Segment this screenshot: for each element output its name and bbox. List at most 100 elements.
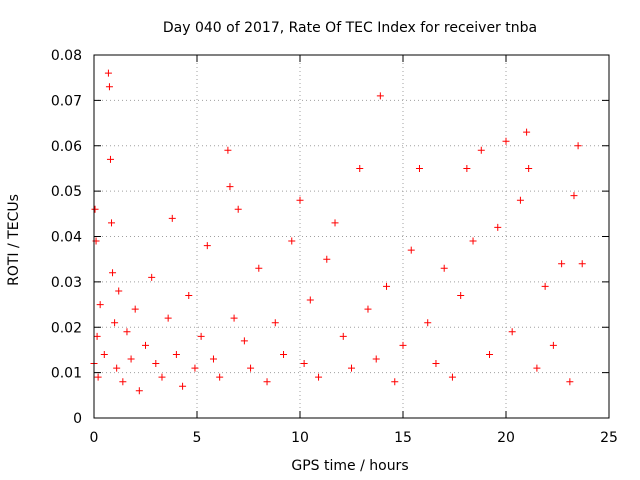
data-point (399, 341, 407, 349)
data-point (263, 378, 271, 386)
data-point (331, 219, 339, 227)
data-point (172, 350, 180, 358)
x-tick-label: 15 (394, 430, 412, 446)
data-point (578, 260, 586, 268)
data-point (364, 305, 372, 313)
data-point (91, 205, 99, 213)
grid (94, 55, 609, 418)
data-point (457, 291, 465, 299)
data-point (179, 382, 187, 390)
data-point (372, 355, 380, 363)
x-axis-label: GPS time / hours (291, 458, 408, 474)
data-point (100, 350, 108, 358)
x-tick-label: 25 (600, 430, 618, 446)
x-tick-label: 0 (90, 430, 99, 446)
data-point (407, 246, 415, 254)
data-point (383, 282, 391, 290)
axis-ticks: 0 0.01 0.02 0.03 0.04 0.05 0.06 0.07 0.08 0 5 10 15 2… (51, 48, 618, 446)
data-point (469, 237, 477, 245)
data-point (463, 164, 471, 172)
data-point (255, 264, 263, 272)
data-point (148, 273, 156, 281)
data-point (209, 355, 217, 363)
y-tick-label: 0.01 (51, 366, 82, 382)
data-point (94, 373, 102, 381)
chart-title: Day 040 of 2017, Rate Of TEC Index for r… (163, 20, 537, 36)
data-point (131, 305, 139, 313)
data-point (168, 214, 176, 222)
data-point (234, 205, 242, 213)
data-point (224, 146, 232, 154)
data-point (415, 164, 423, 172)
data-point (424, 319, 432, 327)
data-point (323, 255, 331, 263)
data-point (185, 291, 193, 299)
x-tick-label: 10 (291, 430, 309, 446)
data-point (111, 319, 119, 327)
data-point (127, 355, 135, 363)
data-point (152, 360, 160, 368)
data-point (339, 332, 347, 340)
data-point (549, 341, 557, 349)
data-point (105, 83, 113, 91)
data-point (96, 301, 104, 309)
data-point (486, 350, 494, 358)
data-point (533, 364, 541, 372)
data-point (197, 332, 205, 340)
data-point (348, 364, 355, 372)
data-point (106, 155, 114, 163)
data-point (477, 146, 485, 154)
data-point (109, 269, 117, 277)
data-point (306, 296, 314, 304)
data-point (296, 196, 304, 204)
y-axis-label: ROTI / TECUs (6, 194, 22, 286)
data-point (280, 350, 288, 358)
data-point (288, 237, 296, 245)
data-point (494, 223, 502, 231)
data-point (508, 328, 516, 336)
data-points (90, 69, 586, 395)
data-point (191, 364, 199, 372)
data-point (104, 69, 112, 77)
data-point (574, 142, 582, 150)
data-point (300, 360, 308, 368)
data-point (158, 373, 166, 381)
data-point (516, 196, 524, 204)
data-point (432, 360, 440, 368)
data-point (93, 332, 101, 340)
data-point (142, 341, 149, 349)
data-point (230, 314, 238, 322)
data-point (240, 337, 248, 345)
y-tick-label: 0.03 (51, 275, 82, 291)
data-point (558, 260, 566, 268)
data-point (119, 378, 127, 386)
data-point (113, 364, 121, 372)
data-point (123, 328, 131, 336)
data-point (315, 373, 323, 381)
data-point (541, 282, 549, 290)
y-tick-label: 0.06 (51, 139, 82, 155)
data-point (391, 378, 399, 386)
data-point (566, 378, 574, 386)
data-point (570, 192, 578, 200)
data-point (502, 137, 510, 145)
y-tick-label: 0 (73, 411, 82, 427)
data-point (226, 183, 234, 191)
data-point (203, 242, 211, 250)
data-point (164, 314, 172, 322)
y-tick-label: 0.02 (51, 320, 82, 336)
y-tick-label: 0.07 (51, 93, 82, 109)
data-point (135, 387, 143, 395)
data-point (525, 164, 533, 172)
data-point (216, 373, 224, 381)
y-tick-label: 0.04 (51, 230, 82, 246)
data-point (376, 92, 384, 100)
data-point (115, 287, 123, 295)
y-tick-label: 0.08 (51, 48, 82, 64)
data-point (523, 128, 531, 136)
data-point (271, 319, 279, 327)
data-point (356, 164, 364, 172)
data-point (440, 264, 448, 272)
